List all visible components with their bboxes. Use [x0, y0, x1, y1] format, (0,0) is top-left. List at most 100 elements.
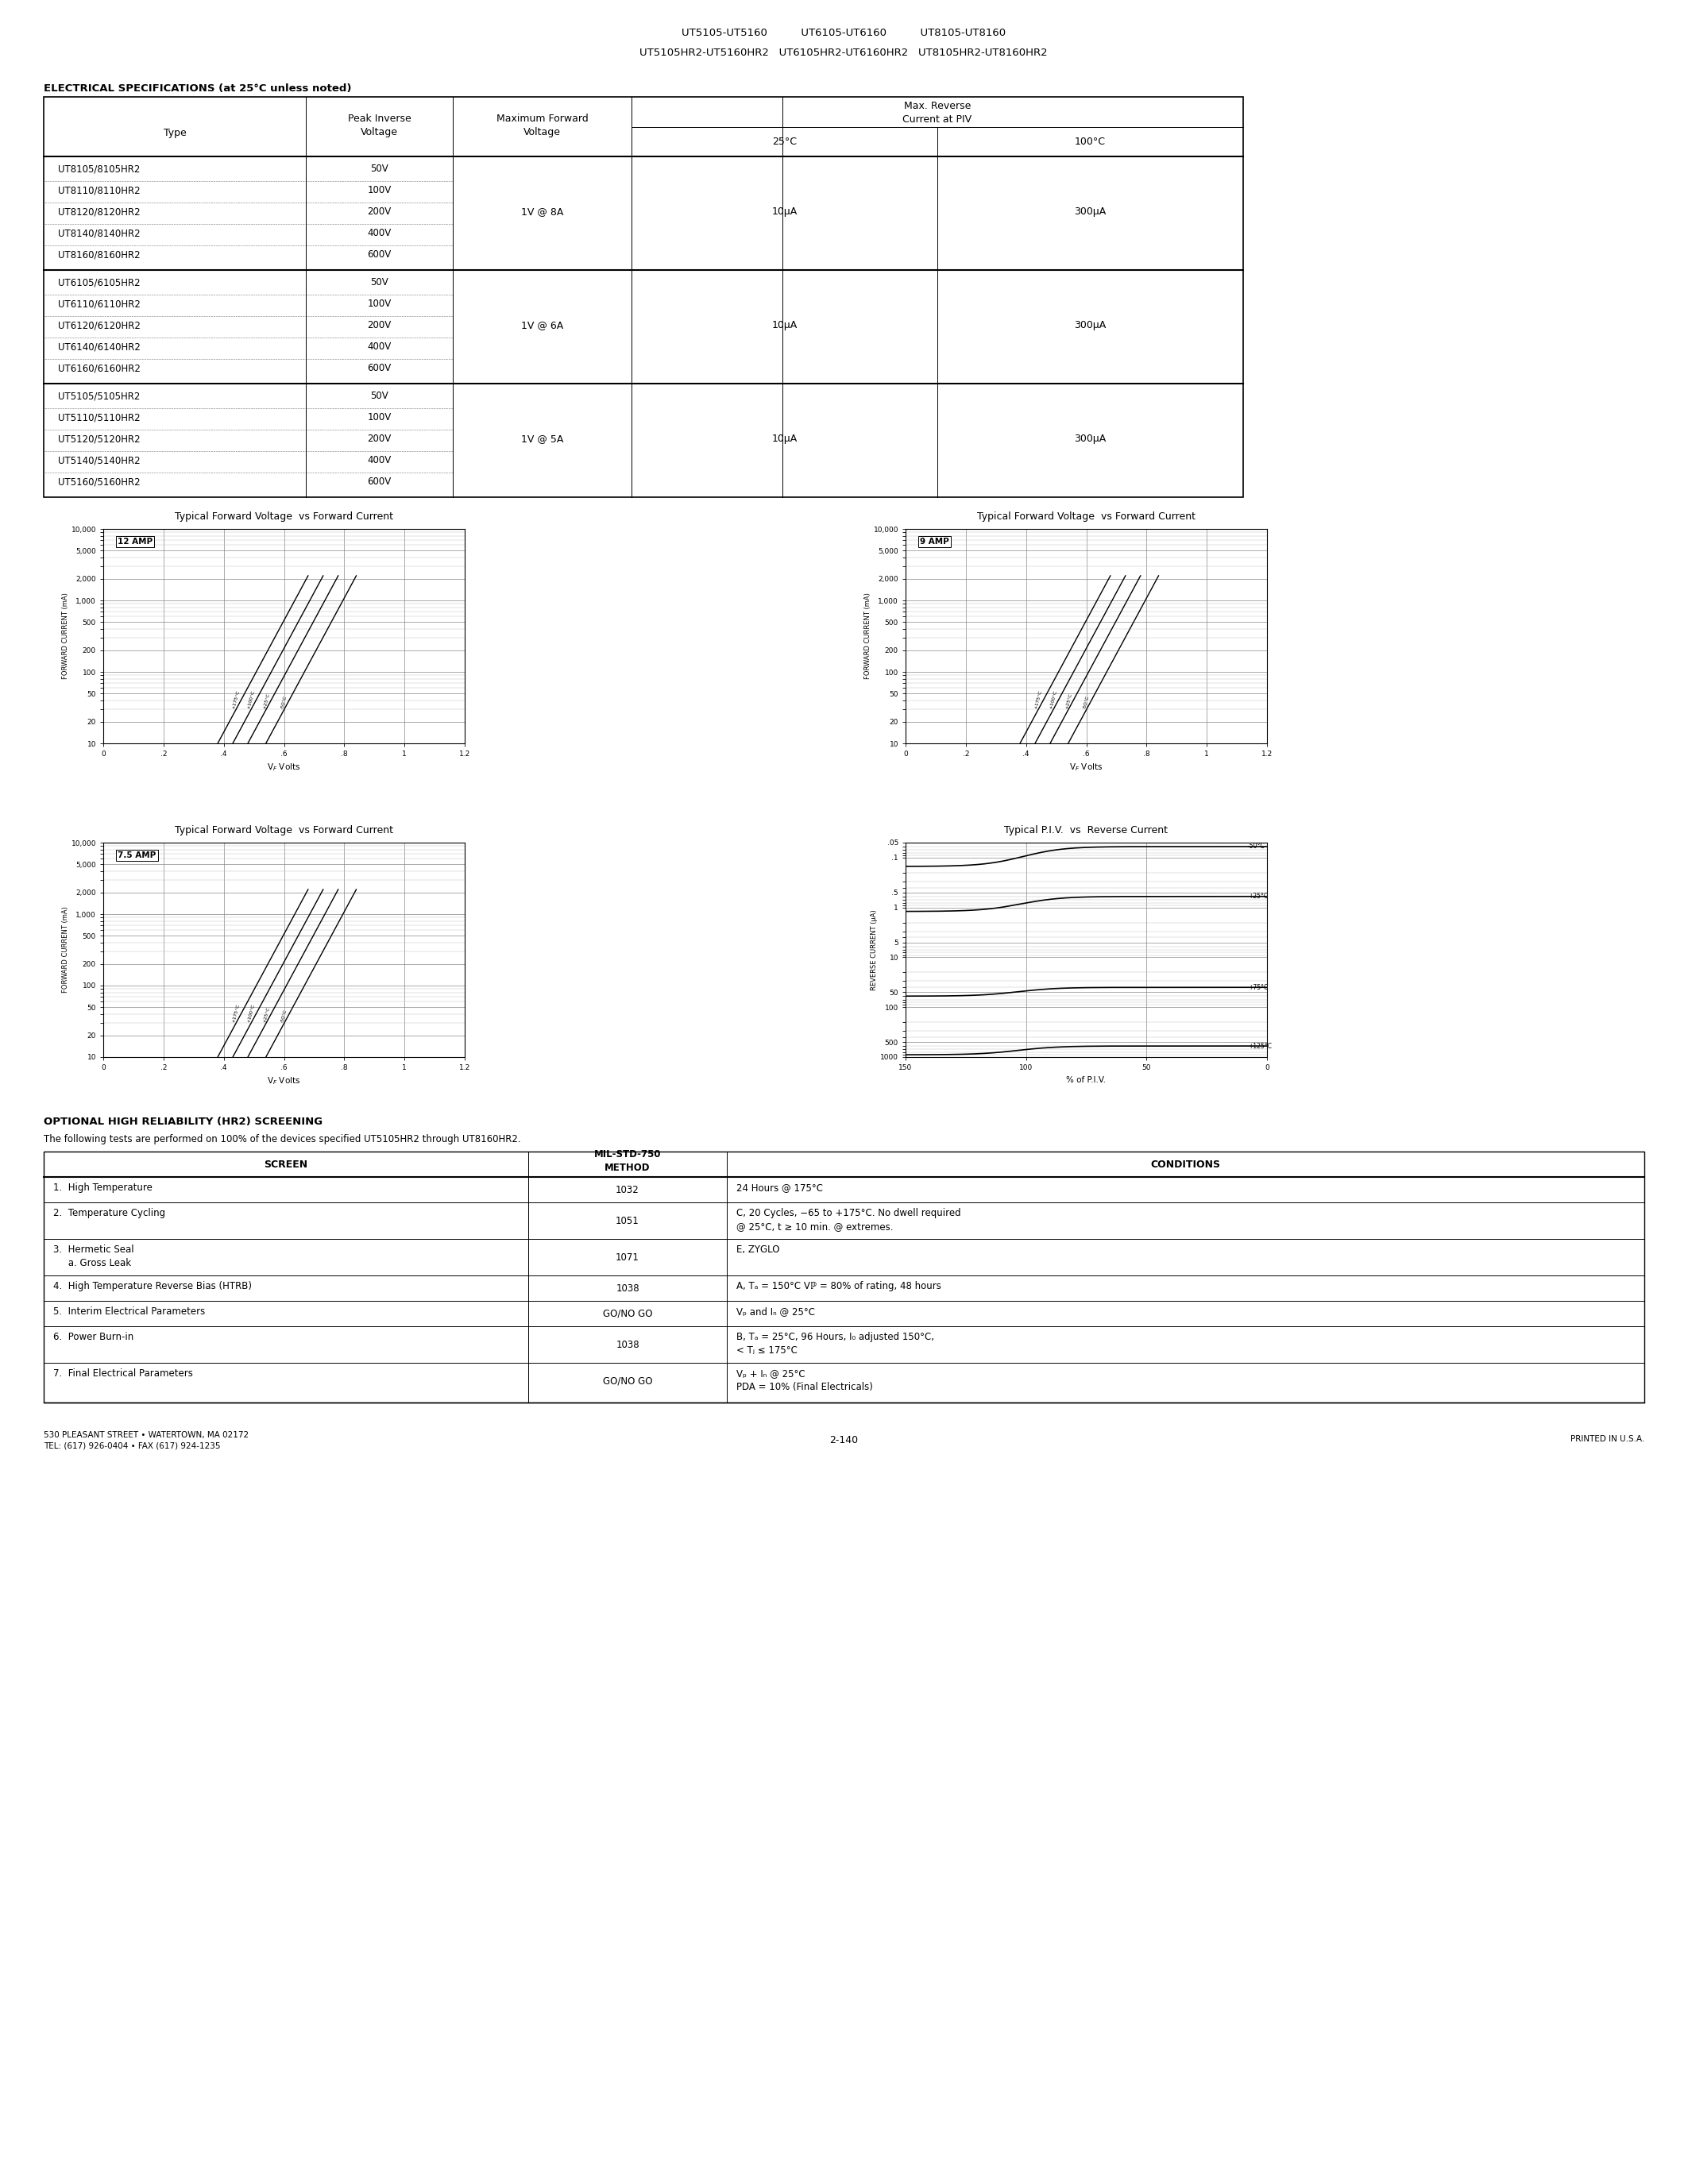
Y-axis label: FORWARD CURRENT (mA): FORWARD CURRENT (mA) [864, 592, 871, 679]
X-axis label: V$_F$ Volts: V$_F$ Volts [267, 762, 300, 773]
Text: +25°C: +25°C [262, 692, 270, 710]
Text: 50V: 50V [370, 277, 388, 288]
Text: 600V: 600V [368, 476, 392, 487]
Text: 3.  Hermetic Seal
     a. Gross Leak: 3. Hermetic Seal a. Gross Leak [54, 1245, 133, 1269]
Text: 1.  High Temperature: 1. High Temperature [54, 1182, 152, 1192]
Text: UT5105-UT5160          UT6105-UT6160          UT8105-UT8160: UT5105-UT5160 UT6105-UT6160 UT8105-UT816… [682, 28, 1006, 37]
Text: +100°C: +100°C [1048, 690, 1058, 710]
Text: 1051: 1051 [616, 1216, 640, 1225]
Text: -50°C: -50°C [1084, 695, 1090, 710]
Text: UT8120/8120HR2: UT8120/8120HR2 [57, 207, 140, 216]
Text: MIL-STD-750
METHOD: MIL-STD-750 METHOD [594, 1149, 662, 1173]
Text: UT8160/8160HR2: UT8160/8160HR2 [57, 249, 140, 260]
Text: UT6160/6160HR2: UT6160/6160HR2 [57, 363, 140, 373]
Text: UT5160/5160HR2: UT5160/5160HR2 [57, 476, 140, 487]
Y-axis label: FORWARD CURRENT (mA): FORWARD CURRENT (mA) [62, 906, 69, 994]
Text: 530 PLEASANT STREET • WATERTOWN, MA 02172
TEL: (617) 926-0404 • FAX (617) 924-12: 530 PLEASANT STREET • WATERTOWN, MA 0217… [44, 1431, 248, 1450]
Text: +175°C: +175°C [1035, 690, 1043, 710]
Text: 1071: 1071 [616, 1251, 640, 1262]
Text: Typical Forward Voltage  vs Forward Current: Typical Forward Voltage vs Forward Curre… [176, 511, 393, 522]
Text: 2.  Temperature Cycling: 2. Temperature Cycling [54, 1208, 165, 1219]
Text: 10μA: 10μA [771, 321, 797, 330]
Text: OPTIONAL HIGH RELIABILITY (HR2) SCREENING: OPTIONAL HIGH RELIABILITY (HR2) SCREENIN… [44, 1116, 322, 1127]
Text: 24 Hours @ 175°C: 24 Hours @ 175°C [736, 1182, 824, 1192]
X-axis label: % of P.I.V.: % of P.I.V. [1067, 1077, 1106, 1083]
Text: The following tests are performed on 100% of the devices specified UT5105HR2 thr: The following tests are performed on 100… [44, 1133, 522, 1144]
Text: 1032: 1032 [616, 1184, 640, 1195]
Text: -50°C: -50°C [1247, 843, 1264, 850]
Bar [44, 96, 1242, 498]
Text: 50V: 50V [370, 164, 388, 175]
Text: +100°C: +100°C [246, 690, 255, 710]
Text: CONDITIONS: CONDITIONS [1151, 1160, 1220, 1168]
Text: Maximum Forward
Voltage: Maximum Forward Voltage [496, 114, 587, 138]
Text: 400V: 400V [368, 341, 392, 352]
Text: UT8110/8110HR2: UT8110/8110HR2 [57, 186, 140, 194]
Text: Vₚ and Iₙ @ 25°C: Vₚ and Iₙ @ 25°C [736, 1306, 815, 1317]
Text: -50°C: -50°C [280, 695, 289, 710]
Text: 25°C: 25°C [771, 138, 797, 146]
Text: Type: Type [164, 129, 186, 138]
Bar [44, 1151, 1644, 1402]
Text: Typical Forward Voltage  vs Forward Current: Typical Forward Voltage vs Forward Curre… [176, 826, 393, 834]
Text: UT8105/8105HR2: UT8105/8105HR2 [57, 164, 140, 175]
Text: +25°C: +25°C [1065, 692, 1072, 710]
Text: 100V: 100V [368, 299, 392, 308]
Y-axis label: FORWARD CURRENT (mA): FORWARD CURRENT (mA) [62, 592, 69, 679]
Text: +25°C: +25°C [1247, 893, 1268, 900]
Text: UT5105/5105HR2: UT5105/5105HR2 [57, 391, 140, 402]
Text: PRINTED IN U.S.A.: PRINTED IN U.S.A. [1570, 1435, 1644, 1444]
Text: ELECTRICAL SPECIFICATIONS (at 25°C unless noted): ELECTRICAL SPECIFICATIONS (at 25°C unles… [44, 83, 351, 94]
Text: 12 AMP: 12 AMP [118, 537, 154, 546]
Text: UT5140/5140HR2: UT5140/5140HR2 [57, 454, 140, 465]
Text: 1V @ 5A: 1V @ 5A [522, 435, 564, 443]
Text: 200V: 200V [368, 435, 392, 443]
Text: 100V: 100V [368, 186, 392, 194]
Text: +100°C: +100°C [246, 1002, 255, 1022]
Text: 600V: 600V [368, 249, 392, 260]
Text: 300μA: 300μA [1074, 435, 1106, 443]
Text: 4.  High Temperature Reverse Bias (HTRB): 4. High Temperature Reverse Bias (HTRB) [54, 1282, 252, 1291]
Text: Max. Reverse
Current at PIV: Max. Reverse Current at PIV [903, 100, 972, 124]
Text: 2-140: 2-140 [829, 1435, 858, 1446]
Text: -50°C: -50°C [280, 1009, 289, 1022]
Text: UT6110/6110HR2: UT6110/6110HR2 [57, 299, 140, 308]
Text: 400V: 400V [368, 227, 392, 238]
Text: 1038: 1038 [616, 1339, 640, 1350]
Text: +75°C: +75°C [1247, 983, 1268, 992]
Text: GO/NO GO: GO/NO GO [603, 1376, 652, 1387]
Text: 100V: 100V [368, 413, 392, 422]
Text: A, Tₐ = 150°C Vℙ = 80% of rating, 48 hours: A, Tₐ = 150°C Vℙ = 80% of rating, 48 hou… [736, 1282, 942, 1291]
Text: GO/NO GO: GO/NO GO [603, 1308, 652, 1319]
Text: 1V @ 8A: 1V @ 8A [522, 207, 564, 216]
Text: B, Tₐ = 25°C, 96 Hours, I₀ adjusted 150°C,
< Tⱼ ≤ 175°C: B, Tₐ = 25°C, 96 Hours, I₀ adjusted 150°… [736, 1332, 933, 1356]
Text: 300μA: 300μA [1074, 321, 1106, 330]
Text: UT8140/8140HR2: UT8140/8140HR2 [57, 227, 140, 238]
Text: 200V: 200V [368, 207, 392, 216]
Text: 1V @ 6A: 1V @ 6A [522, 321, 564, 330]
Text: UT5105HR2-UT5160HR2   UT6105HR2-UT6160HR2   UT8105HR2-UT8160HR2: UT5105HR2-UT5160HR2 UT6105HR2-UT6160HR2 … [640, 48, 1048, 59]
Text: UT6120/6120HR2: UT6120/6120HR2 [57, 321, 140, 330]
X-axis label: V$_F$ Volts: V$_F$ Volts [1070, 762, 1102, 773]
Text: +175°C: +175°C [231, 690, 241, 710]
Text: 9 AMP: 9 AMP [920, 537, 949, 546]
Text: +125°C: +125°C [1247, 1042, 1271, 1051]
Text: +25°C: +25°C [262, 1007, 270, 1022]
Y-axis label: REVERSE CURRENT (μA): REVERSE CURRENT (μA) [871, 909, 878, 989]
Text: 6.  Power Burn-in: 6. Power Burn-in [54, 1332, 133, 1343]
Text: +175°C: +175°C [231, 1002, 241, 1022]
Text: Typical Forward Voltage  vs Forward Current: Typical Forward Voltage vs Forward Curre… [977, 511, 1195, 522]
Text: 10μA: 10μA [771, 207, 797, 216]
Text: 7.5 AMP: 7.5 AMP [118, 852, 155, 858]
Text: 10μA: 10μA [771, 435, 797, 443]
Text: 50V: 50V [370, 391, 388, 402]
Text: UT6140/6140HR2: UT6140/6140HR2 [57, 341, 140, 352]
Text: 1038: 1038 [616, 1282, 640, 1293]
Text: 100°C: 100°C [1075, 138, 1106, 146]
Text: 200V: 200V [368, 321, 392, 330]
Text: 600V: 600V [368, 363, 392, 373]
Text: UT6105/6105HR2: UT6105/6105HR2 [57, 277, 140, 288]
Text: E, ZYGLO: E, ZYGLO [736, 1245, 780, 1256]
X-axis label: V$_F$ Volts: V$_F$ Volts [267, 1077, 300, 1088]
Text: Vₚ + Iₙ @ 25°C
PDA = 10% (Final Electricals): Vₚ + Iₙ @ 25°C PDA = 10% (Final Electric… [736, 1369, 873, 1391]
